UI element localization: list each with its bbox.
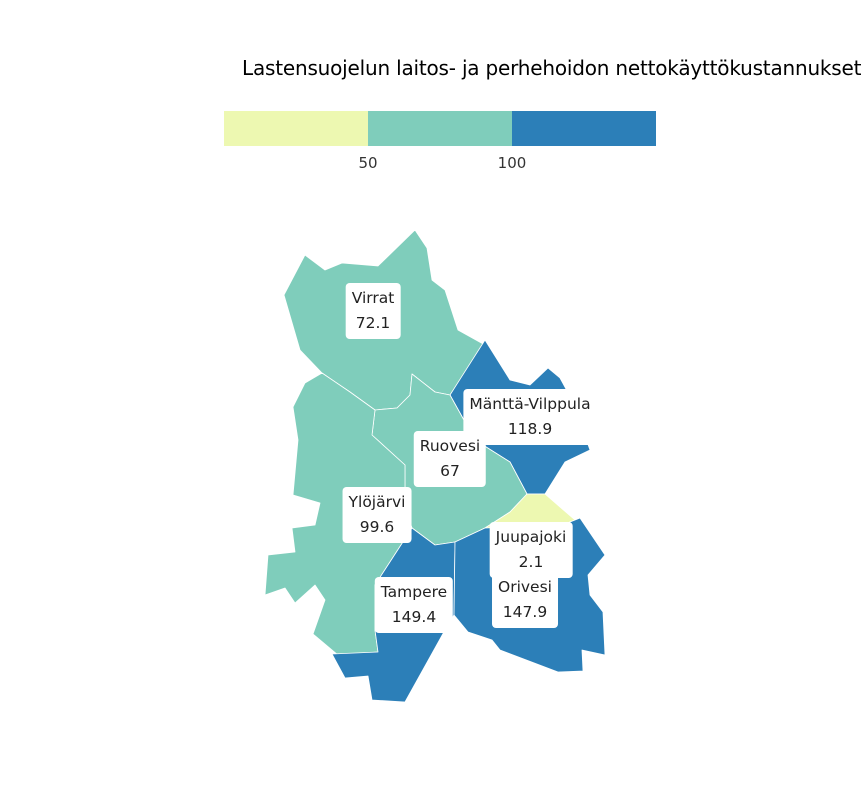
label-ruovesi: Ruovesi 67 xyxy=(413,431,487,487)
legend-swatch-high xyxy=(512,111,656,146)
label-orivesi-value: 147.9 xyxy=(502,603,548,621)
label-tampere: Tampere 149.4 xyxy=(374,577,454,633)
label-tampere-value: 149.4 xyxy=(391,608,437,626)
map-title: Lastensuojelun laitos- ja perhehoidon ne… xyxy=(242,56,862,80)
label-ylojarvi-value: 99.6 xyxy=(359,518,395,536)
label-ylojarvi-name: Ylöjärvi xyxy=(348,493,406,511)
label-tampere-name: Tampere xyxy=(380,583,448,601)
label-virrat-name: Virrat xyxy=(351,289,395,307)
label-ylojarvi: Ylöjärvi 99.6 xyxy=(342,487,412,543)
legend-swatch-low xyxy=(224,111,368,146)
legend-swatch-mid xyxy=(368,111,512,146)
legend-tick-50: 50 xyxy=(358,154,378,172)
label-ruovesi-name: Ruovesi xyxy=(419,437,481,455)
label-juupajoki-name: Juupajoki xyxy=(495,528,567,546)
label-ruovesi-value: 67 xyxy=(440,462,460,480)
label-manttavilppula-value: 118.9 xyxy=(507,420,553,438)
label-orivesi-name: Orivesi xyxy=(498,578,552,596)
label-juupajoki: Juupajoki 2.1 xyxy=(489,522,573,578)
label-juupajoki-value: 2.1 xyxy=(518,553,544,571)
label-manttavilppula-name: Mänttä-Vilppula xyxy=(469,395,591,413)
legend-tick-100: 100 xyxy=(497,154,527,172)
label-orivesi: Orivesi 147.9 xyxy=(492,572,558,628)
label-virrat-value: 72.1 xyxy=(355,314,391,332)
label-virrat: Virrat 72.1 xyxy=(345,283,401,339)
